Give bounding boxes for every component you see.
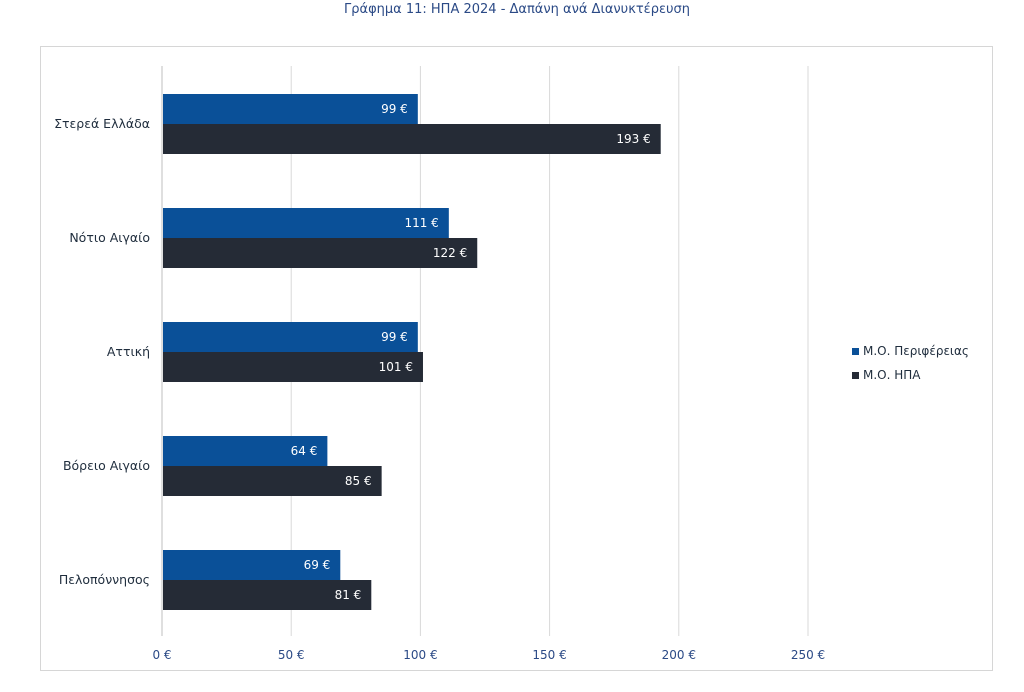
data-label: 69 €: [304, 558, 331, 572]
bar: [163, 436, 328, 466]
data-label: 99 €: [381, 330, 408, 344]
x-tick-label: 100 €: [403, 648, 437, 662]
data-label: 81 €: [335, 588, 362, 602]
category-label: Αττική: [107, 344, 150, 359]
category-label: Νότιο Αιγαίο: [69, 230, 150, 245]
legend-label-region: Μ.Ο. Περιφέρειας: [863, 344, 969, 358]
legend-label-hpa: Μ.Ο. ΗΠΑ: [863, 368, 921, 382]
x-tick-label: 250 €: [791, 648, 825, 662]
bar: [163, 352, 423, 382]
category-label: Βόρειο Αιγαίο: [63, 458, 150, 473]
bar: [163, 208, 449, 238]
data-label: 99 €: [381, 102, 408, 116]
category-label: Στερεά Ελλάδα: [54, 116, 150, 131]
bar: [163, 550, 341, 580]
bar: [163, 322, 418, 352]
data-label: 122 €: [433, 246, 467, 260]
legend-swatch-hpa: [852, 371, 859, 379]
chart-title: Γράφημα 11: ΗΠΑ 2024 - Δαπάνη ανά Διανυκ…: [344, 2, 690, 17]
bar: [163, 94, 418, 124]
data-label: 193 €: [616, 132, 650, 146]
x-tick-label: 150 €: [532, 648, 566, 662]
bar: [163, 580, 372, 610]
x-tick-label: 200 €: [662, 648, 696, 662]
x-tick-label: 50 €: [278, 648, 305, 662]
data-label: 85 €: [345, 474, 372, 488]
x-tick-label: 0 €: [152, 648, 171, 662]
category-label: Πελοπόννησος: [59, 572, 150, 587]
data-label: 111 €: [404, 216, 438, 230]
legend-swatch-region: [852, 347, 859, 355]
bar: [163, 466, 382, 496]
data-label: 101 €: [379, 360, 413, 374]
bar: [163, 124, 661, 154]
bar: [163, 238, 478, 268]
legend-item-region: Μ.Ο. Περιφέρειας: [852, 339, 969, 363]
data-label: 64 €: [291, 444, 318, 458]
legend-item-hpa: Μ.Ο. ΗΠΑ: [852, 363, 969, 387]
legend: Μ.Ο. Περιφέρειας Μ.Ο. ΗΠΑ: [852, 339, 969, 387]
